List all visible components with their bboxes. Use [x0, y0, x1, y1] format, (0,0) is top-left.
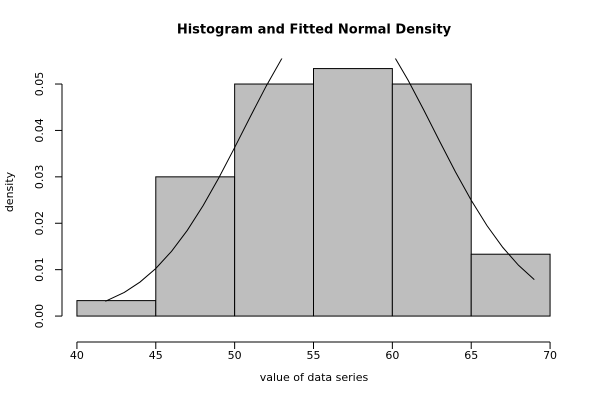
y-axis-label: density — [3, 171, 16, 212]
density-curve — [105, 58, 535, 302]
bar — [313, 68, 393, 317]
bar — [234, 83, 314, 317]
y-tick-label: 0.05 — [33, 72, 46, 97]
x-tick-label: 60 — [385, 349, 399, 362]
x-tick-label: 40 — [70, 349, 84, 362]
x-tick-label: 55 — [307, 349, 321, 362]
plot-area — [105, 58, 535, 302]
x-tick-label: 45 — [149, 349, 163, 362]
y-tick-label: 0.02 — [33, 211, 46, 236]
x-axis-label: value of data series — [260, 371, 369, 384]
bar — [76, 300, 157, 317]
y-tick-label: 0.01 — [33, 257, 46, 282]
y-tick-label: 0.00 — [33, 304, 46, 329]
bar — [155, 176, 236, 317]
y-tick-label: 0.04 — [33, 118, 46, 143]
x-tick-label: 50 — [228, 349, 242, 362]
chart-title: Histogram and Fitted Normal Density — [177, 23, 452, 38]
y-tick-label: 0.03 — [33, 165, 46, 190]
bar — [470, 253, 551, 317]
x-tick-label: 70 — [543, 349, 557, 362]
x-tick-label: 65 — [464, 349, 478, 362]
bar — [391, 83, 472, 317]
